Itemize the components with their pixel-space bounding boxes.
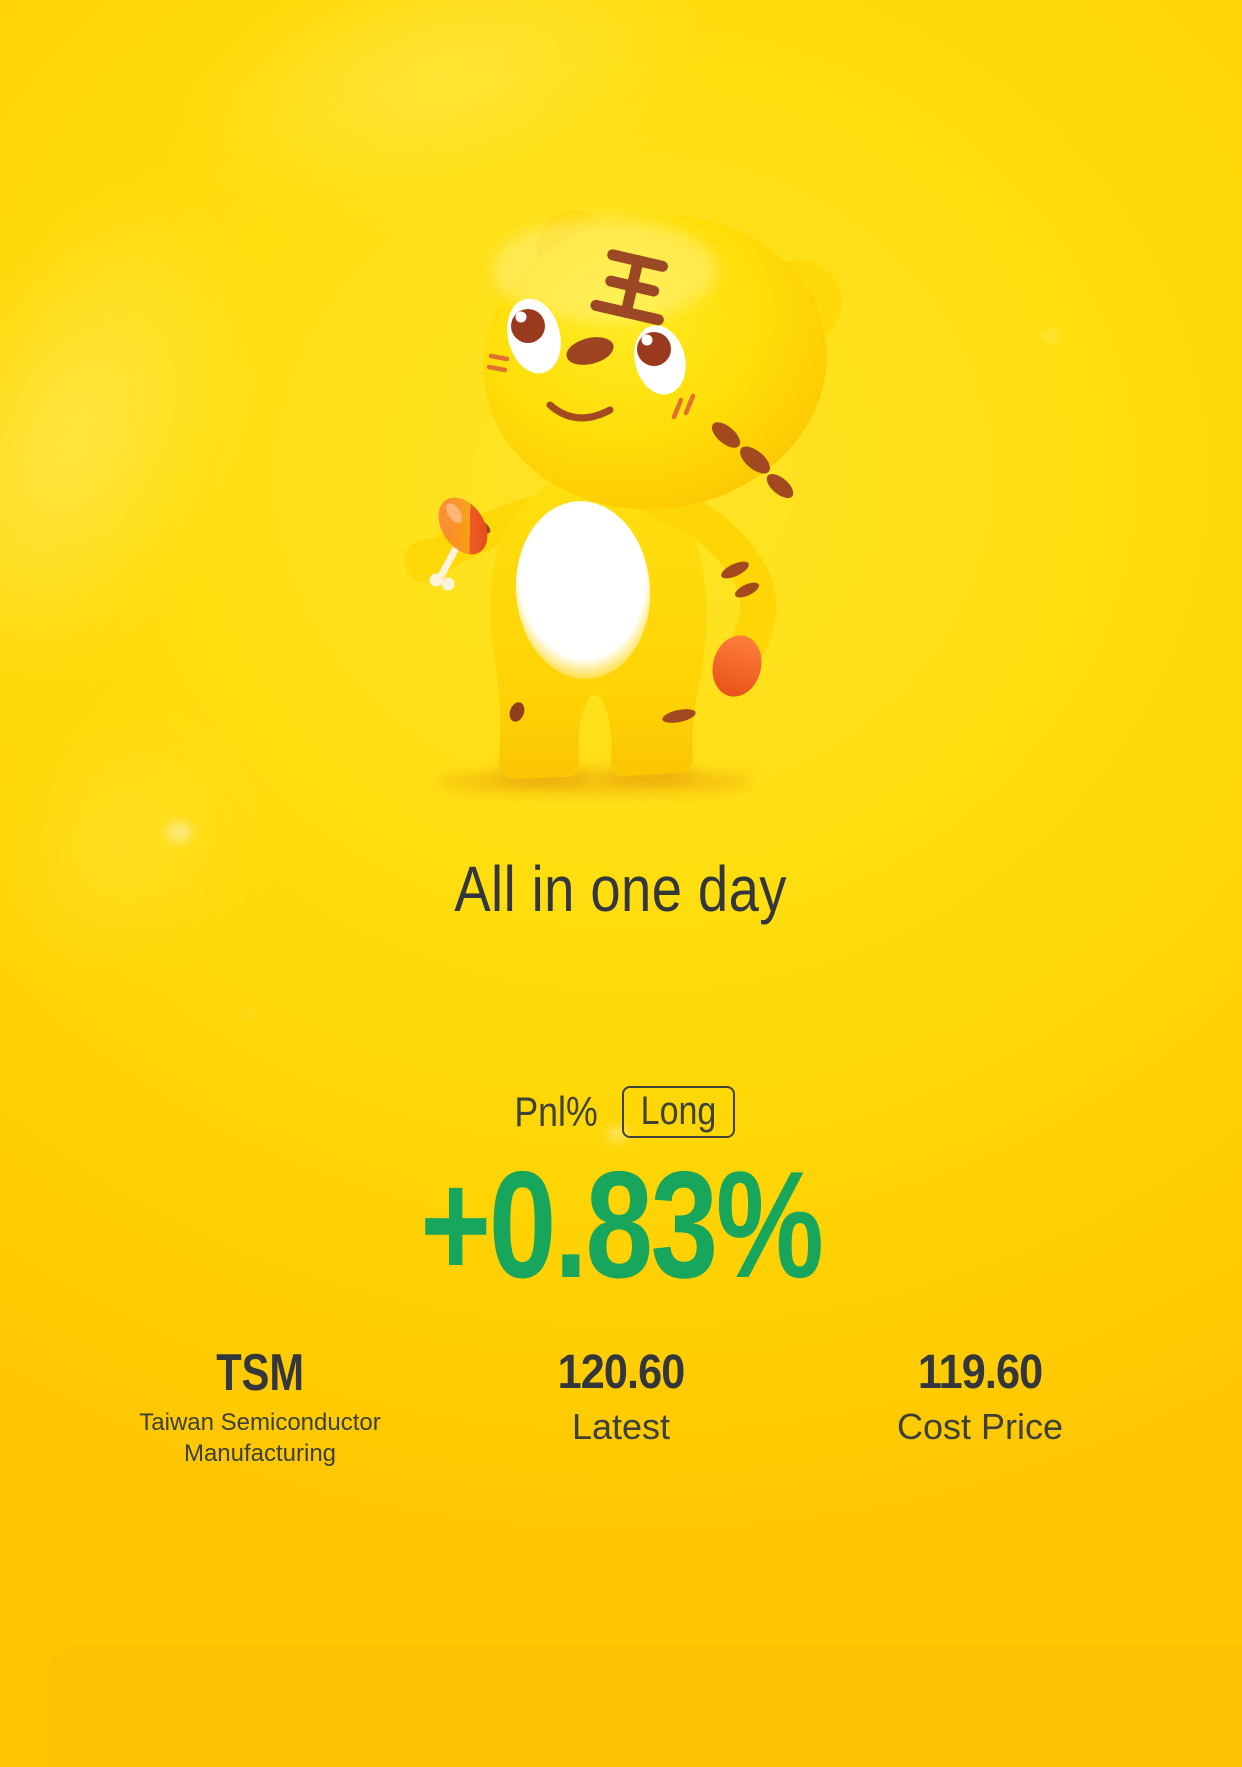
pnl-value: +0.83% [420, 1140, 824, 1310]
pnl-label: Pnl% [514, 1088, 598, 1135]
ticker: TSM [216, 1344, 304, 1402]
stat-cost-price: 119.60 Cost Price [897, 1349, 1063, 1445]
tiger-mascot [404, 210, 842, 795]
cost-price-value: 119.60 [917, 1346, 1043, 1399]
latest-price-label: Latest [571, 1406, 671, 1447]
cost-price-label: Cost Price [896, 1406, 1064, 1447]
tiger-mouth [546, 401, 614, 422]
latest-price-value: 120.60 [557, 1346, 686, 1399]
title-text: All in one day [454, 853, 788, 925]
tiger-nose [566, 337, 614, 365]
sparkle-dot [166, 822, 192, 842]
tiger-eyes [507, 298, 686, 395]
stat-symbol: TSM Taiwan Semiconductor Manufacturing [139, 1344, 380, 1469]
position-side-badge: Long [622, 1086, 736, 1138]
drumstick [429, 497, 488, 591]
company-name-line1: Taiwan Semiconductor [139, 1409, 381, 1436]
tiger-right-arm [639, 482, 777, 697]
head-stripes [711, 422, 794, 498]
cheek-marks [486, 353, 696, 420]
leg-stripe [662, 709, 696, 723]
ground-shadow [437, 767, 753, 795]
stat-latest: 120.60 Latest [551, 1349, 692, 1445]
sparkle-dot [1044, 330, 1058, 342]
tiger-head [483, 214, 827, 510]
tiger-belly [515, 501, 651, 679]
company-name: Taiwan Semiconductor Manufacturing [139, 1407, 380, 1469]
bottom-card-ghost [48, 1645, 1242, 1767]
stats-row: TSM Taiwan Semiconductor Manufacturing 1… [0, 1344, 1242, 1479]
company-name-line2: Manufacturing [183, 1440, 337, 1467]
pnl-header-row: Pnl% Long [0, 1086, 1242, 1138]
king-mark [590, 249, 668, 326]
leg-stripe [509, 702, 525, 722]
title: All in one day [0, 857, 1242, 921]
sparkle-dot [244, 1010, 254, 1020]
tiger-mitt [712, 635, 762, 697]
